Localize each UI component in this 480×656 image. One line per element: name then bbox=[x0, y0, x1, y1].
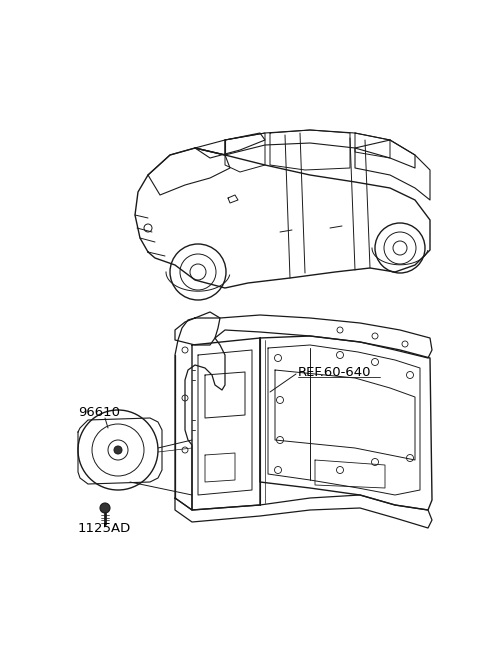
Text: 1125AD: 1125AD bbox=[78, 522, 131, 535]
Circle shape bbox=[114, 446, 122, 454]
Circle shape bbox=[100, 503, 110, 513]
Text: 96610: 96610 bbox=[78, 405, 120, 419]
Text: REF.60-640: REF.60-640 bbox=[298, 365, 372, 379]
